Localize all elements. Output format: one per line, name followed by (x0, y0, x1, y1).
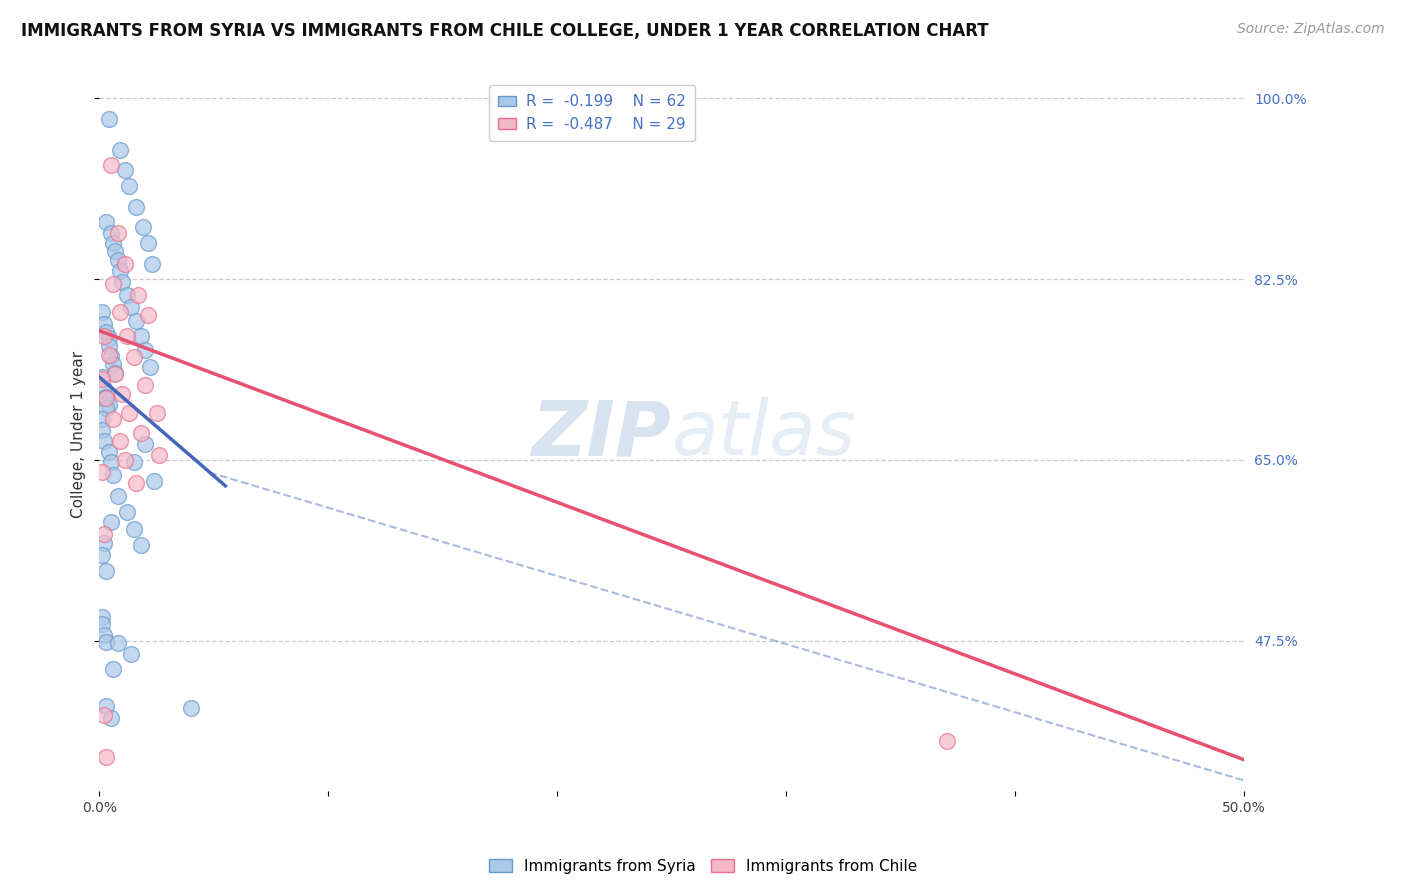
Point (90, 548, 112, 562)
Point (101, 468, 124, 483)
Point (132, 220, 155, 235)
Text: ZIP: ZIP (531, 397, 672, 471)
Text: IMMIGRANTS FROM SYRIA VS IMMIGRANTS FROM CHILE COLLEGE, UNDER 1 YEAR CORRELATION: IMMIGRANTS FROM SYRIA VS IMMIGRANTS FROM… (21, 22, 988, 40)
Point (141, 256, 163, 270)
Point (97, 339, 120, 353)
Point (122, 455, 145, 469)
Point (108, 143, 131, 157)
Point (100, 455, 122, 469)
Point (114, 163, 136, 178)
Point (96, 325, 118, 339)
Point (96, 401, 118, 416)
Point (101, 235, 124, 250)
Point (108, 434, 131, 449)
Point (96, 390, 118, 404)
Point (93, 527, 115, 541)
Point (97, 331, 120, 345)
Legend: R =  -0.199    N = 62, R =  -0.487    N = 29: R = -0.199 N = 62, R = -0.487 N = 29 (489, 85, 695, 141)
Point (122, 522, 145, 536)
Point (148, 448, 170, 462)
Point (111, 386, 134, 401)
Point (107, 489, 129, 503)
Point (93, 628, 115, 642)
Point (118, 179, 141, 194)
Point (90, 372, 112, 386)
Point (104, 244, 127, 259)
Point (114, 453, 136, 467)
Point (90, 610, 112, 624)
Point (134, 437, 156, 451)
Point (122, 350, 145, 364)
Point (108, 264, 131, 278)
Point (115, 329, 138, 343)
Point (145, 407, 167, 421)
Point (134, 377, 156, 392)
Point (101, 662, 124, 676)
Point (101, 357, 124, 371)
Point (100, 711, 122, 725)
Point (107, 253, 129, 268)
Point (104, 367, 127, 381)
Point (101, 277, 124, 292)
Point (90, 305, 112, 319)
Point (111, 275, 134, 289)
Point (107, 226, 129, 240)
Text: Source: ZipAtlas.com: Source: ZipAtlas.com (1237, 22, 1385, 37)
Point (129, 329, 152, 343)
Point (100, 158, 122, 172)
Point (100, 515, 122, 529)
Point (100, 226, 122, 240)
Point (127, 287, 149, 301)
Point (115, 505, 138, 519)
Point (115, 287, 138, 301)
Point (125, 200, 148, 214)
Point (93, 381, 115, 395)
Point (180, 701, 202, 715)
Point (90, 466, 112, 480)
Point (107, 636, 129, 650)
Point (143, 474, 166, 488)
Point (121, 648, 143, 662)
Point (101, 411, 124, 425)
Point (129, 538, 152, 552)
Point (97, 112, 120, 126)
Point (93, 329, 115, 343)
Point (96, 391, 118, 405)
Point (90, 411, 112, 425)
Point (90, 370, 112, 384)
Point (125, 314, 148, 328)
Point (121, 300, 143, 314)
Point (97, 347, 120, 361)
Point (97, 444, 120, 458)
Point (100, 349, 122, 363)
Point (93, 317, 115, 331)
Point (96, 215, 118, 229)
Point (935, 734, 957, 748)
Point (96, 564, 118, 578)
Point (136, 308, 159, 322)
Point (90, 617, 112, 632)
Point (93, 535, 115, 549)
Point (134, 343, 156, 358)
Point (139, 359, 162, 374)
Legend: Immigrants from Syria, Immigrants from Chile: Immigrants from Syria, Immigrants from C… (482, 853, 924, 880)
Point (96, 699, 118, 714)
Point (129, 426, 152, 441)
Point (136, 235, 159, 250)
Point (90, 423, 112, 437)
Point (108, 305, 131, 319)
Point (118, 407, 141, 421)
Point (93, 708, 115, 723)
Point (96, 749, 118, 764)
Point (97, 398, 120, 412)
Point (93, 391, 115, 405)
Point (104, 366, 127, 380)
Text: atlas: atlas (672, 397, 856, 471)
Y-axis label: College, Under 1 year: College, Under 1 year (72, 351, 86, 517)
Point (125, 475, 148, 490)
Point (93, 434, 115, 449)
Point (96, 635, 118, 649)
Point (114, 256, 136, 270)
